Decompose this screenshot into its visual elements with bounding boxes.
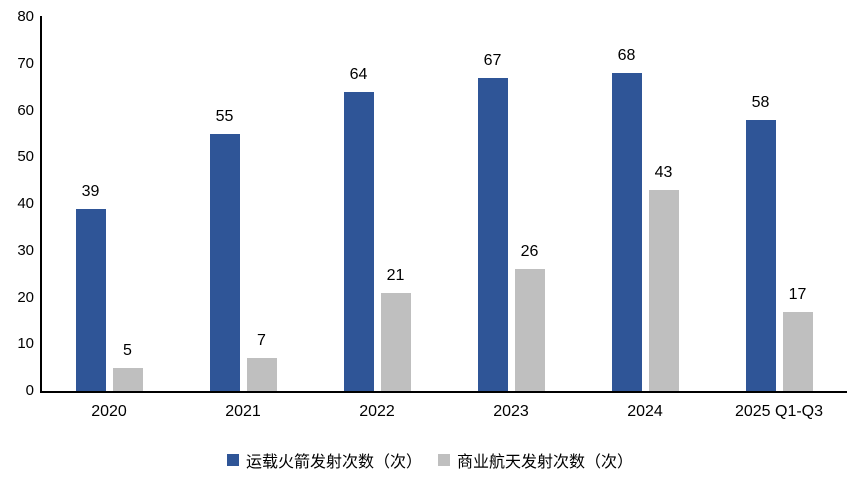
y-axis-tick-labels: 0 10 20 30 40 50 60 70 80 (0, 0, 34, 477)
bar-series-0: 68 (611, 48, 642, 391)
x-tick-label: 2022 (359, 403, 395, 420)
bar-group: 64 21 (310, 17, 444, 391)
bar-series-1: 5 (112, 342, 143, 391)
y-tick-label: 70 (17, 54, 34, 72)
y-tick-label: 10 (17, 335, 34, 353)
legend: 运载火箭发射次数（次） 商业航天发射次数（次） (0, 448, 860, 472)
legend-label: 运载火箭发射次数（次） (245, 454, 422, 471)
legend-item: 商业航天发射次数（次） (438, 448, 633, 472)
y-axis-line (40, 16, 42, 393)
bar-group: 58 17 (712, 17, 846, 391)
x-tick-label: 2020 (91, 403, 127, 420)
bar-series-1: 43 (648, 164, 679, 391)
y-tick-label: 20 (17, 288, 34, 306)
x-axis-line (40, 391, 847, 393)
bar-value-label: 21 (386, 266, 405, 284)
bar-series-1: 21 (380, 267, 411, 391)
x-tick-label: 2024 (627, 403, 663, 420)
bar-value-label: 39 (81, 182, 100, 200)
bar-value-label: 68 (617, 47, 636, 65)
bar-group: 68 43 (578, 17, 712, 391)
bar-value-label: 7 (257, 332, 266, 350)
legend-label: 商业航天发射次数（次） (457, 454, 634, 471)
bar-series-0: 39 (75, 183, 106, 391)
bar-value-label: 5 (123, 341, 132, 359)
y-tick-label: 0 (25, 382, 34, 399)
bar-value-label: 67 (483, 51, 502, 69)
bar-series-0: 67 (477, 52, 508, 391)
bar-value-label: 26 (520, 243, 539, 261)
bar-series-0: 64 (343, 66, 374, 391)
bar-series-1: 17 (782, 286, 813, 391)
bar-group: 55 7 (176, 17, 310, 391)
x-tick-label: 2021 (225, 403, 261, 420)
y-tick-label: 50 (17, 148, 34, 166)
legend-item: 运载火箭发射次数（次） (226, 448, 422, 472)
bar-value-label: 64 (349, 65, 368, 83)
x-axis-labels: 2020 2021 2022 2023 2024 2025 Q1-Q3 (42, 403, 846, 421)
legend-swatch-icon (226, 454, 239, 466)
x-tick-label: 2023 (493, 403, 529, 420)
bar-value-label: 17 (788, 285, 807, 303)
bar-series-0: 55 (209, 108, 240, 391)
bar-value-label: 55 (215, 107, 234, 125)
x-tick-label: 2025 Q1-Q3 (734, 403, 824, 420)
y-tick-label: 60 (17, 101, 34, 119)
bar-value-label: 58 (751, 93, 770, 111)
bar-series-1: 26 (514, 244, 545, 391)
bar-series-1: 7 (246, 333, 277, 391)
y-tick-label: 30 (17, 241, 34, 259)
plot-area: 39 5 55 7 64 21 67 26 68 43 58 17 (42, 17, 846, 391)
bar-group: 67 26 (444, 17, 578, 391)
bar-group: 39 5 (42, 17, 176, 391)
y-tick-label: 80 (17, 8, 34, 25)
bar-value-label: 43 (654, 163, 673, 181)
legend-swatch-icon (438, 454, 450, 466)
bar-series-0: 58 (745, 94, 776, 391)
y-tick-label: 40 (17, 195, 34, 212)
